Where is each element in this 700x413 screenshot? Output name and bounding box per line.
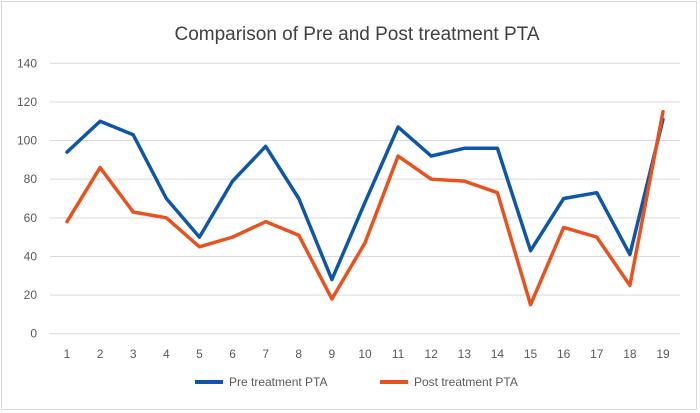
series-line-1 xyxy=(65,117,665,282)
x-tick-label: 4 xyxy=(163,347,170,361)
y-tick-label: 0 xyxy=(30,327,37,341)
chart-title: Comparison of Pre and Post treatment PTA xyxy=(174,24,539,45)
x-tick-label: 9 xyxy=(329,347,336,361)
x-tick-label: 3 xyxy=(130,347,137,361)
x-tick-label: 18 xyxy=(623,347,637,361)
y-tick-label: 40 xyxy=(24,249,38,263)
x-tick-label: 19 xyxy=(656,347,670,361)
x-tick-label: 11 xyxy=(392,347,405,361)
y-tick-label: 120 xyxy=(17,95,37,109)
x-tick-label: 1 xyxy=(64,347,71,361)
x-tick-label: 10 xyxy=(358,347,372,361)
x-tick-label: 6 xyxy=(229,347,236,361)
y-tick-label: 100 xyxy=(17,134,37,148)
x-tick-label: 2 xyxy=(97,347,104,361)
x-tick-label: 13 xyxy=(458,347,472,361)
y-tick-label: 60 xyxy=(24,211,38,225)
x-tick-label: 5 xyxy=(196,347,203,361)
y-tick-label: 140 xyxy=(17,56,37,70)
x-tick-label: 17 xyxy=(590,347,604,361)
y-tick-label: 20 xyxy=(24,288,38,302)
y-tick-label: 80 xyxy=(24,172,38,186)
x-tick-label: 16 xyxy=(557,347,571,361)
x-tick-label: 8 xyxy=(295,347,302,361)
x-tick-label: 12 xyxy=(425,347,439,361)
x-tick-label: 7 xyxy=(262,347,269,361)
legend-label: Pre treatment PTA xyxy=(229,375,327,389)
x-tick-label: 14 xyxy=(491,347,505,361)
x-tick-label: 15 xyxy=(524,347,538,361)
legend-label: Post treatment PTA xyxy=(414,375,518,389)
